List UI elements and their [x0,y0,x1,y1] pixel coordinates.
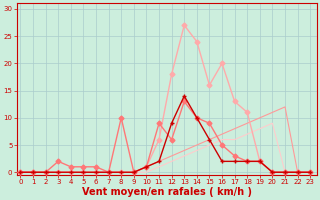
X-axis label: Vent moyen/en rafales ( km/h ): Vent moyen/en rafales ( km/h ) [82,187,252,197]
